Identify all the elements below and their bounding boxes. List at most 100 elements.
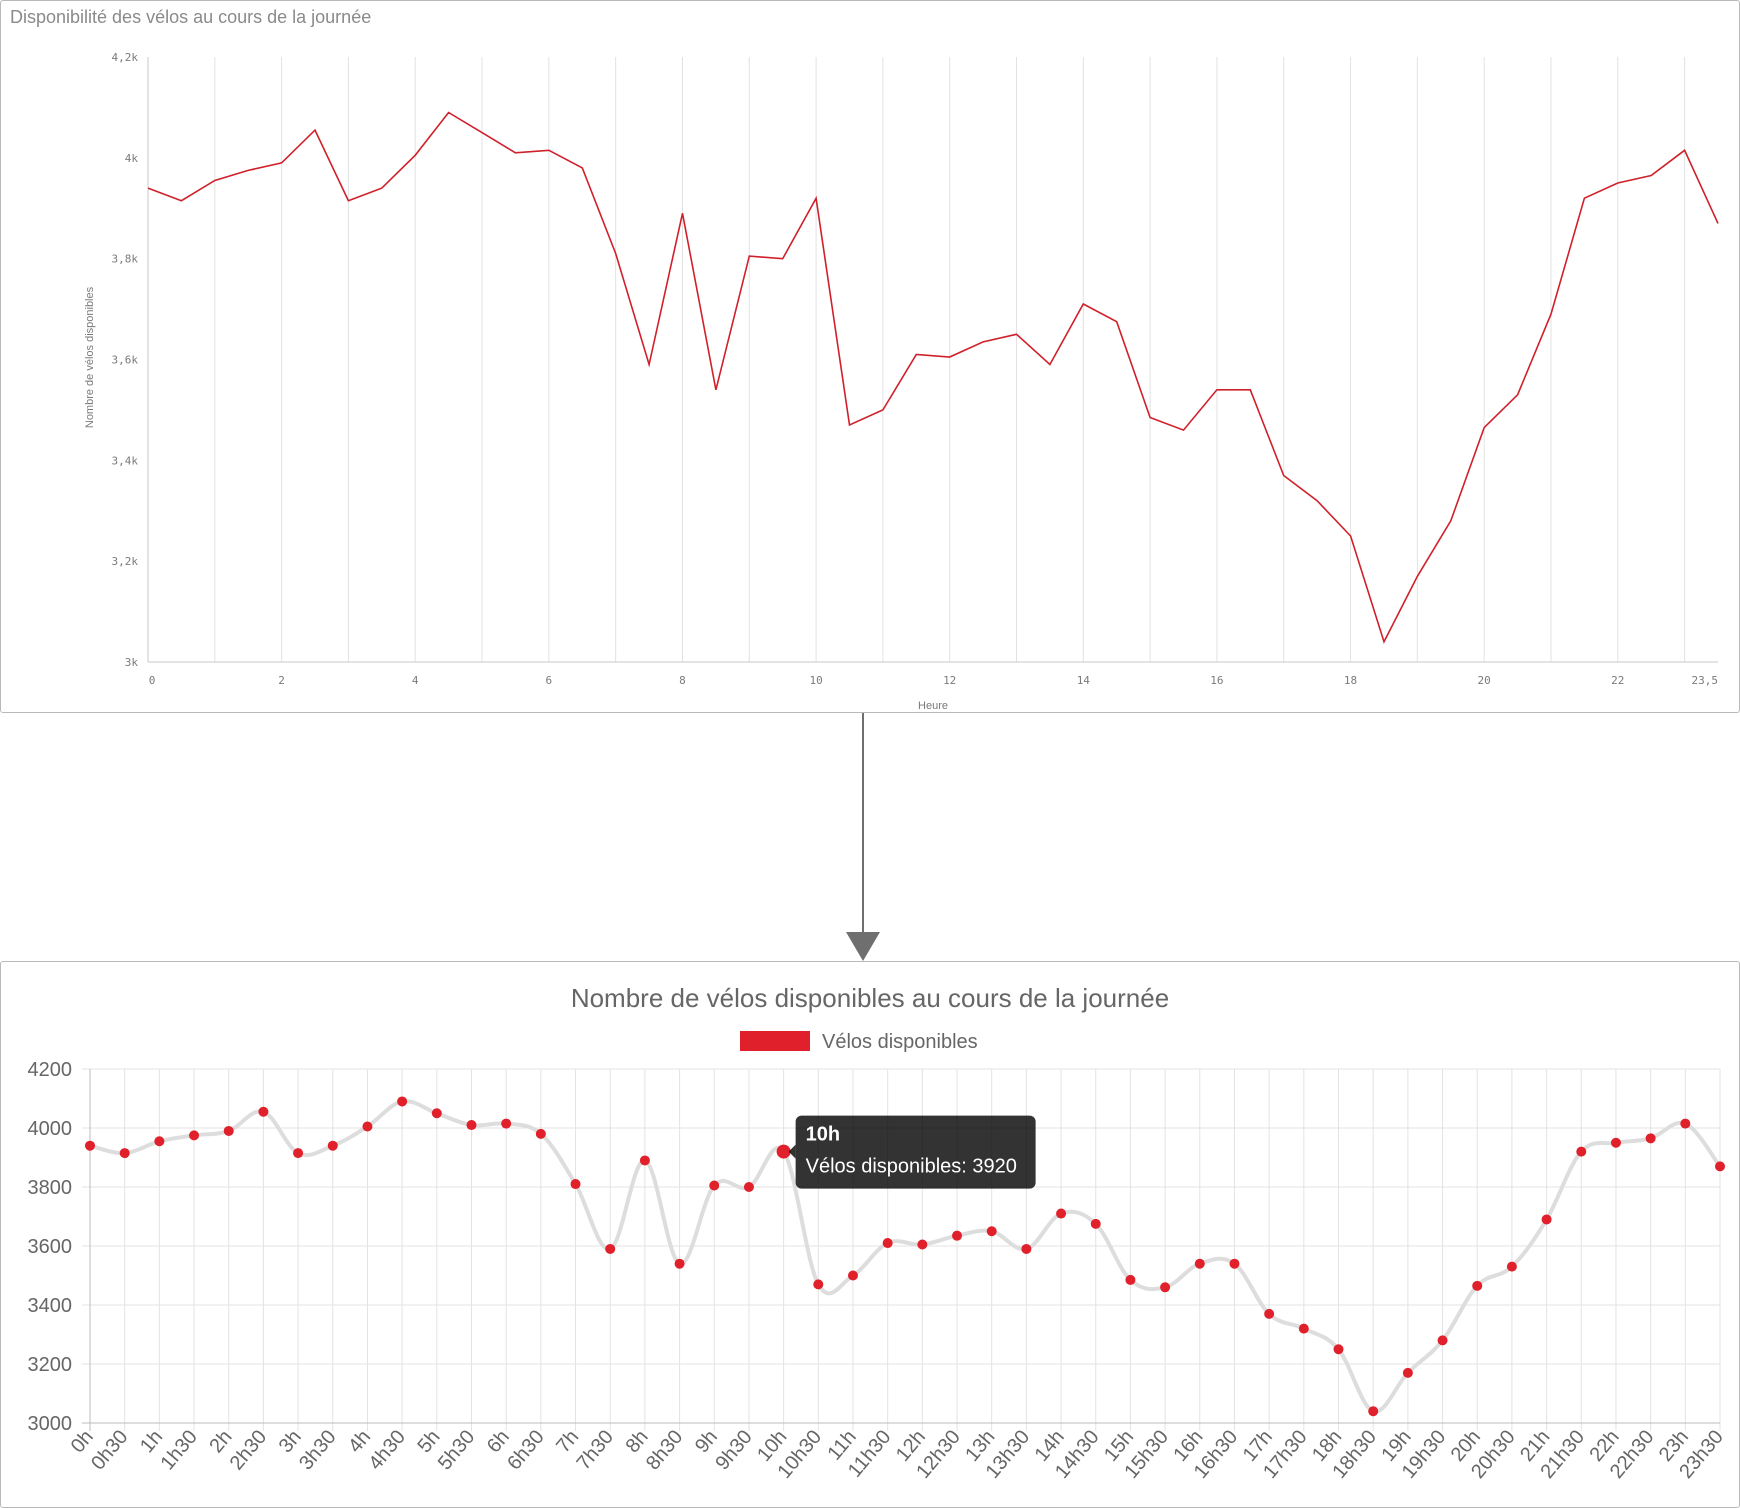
- bottom-data-point[interactable]: [605, 1243, 616, 1254]
- bottom-data-point[interactable]: [327, 1140, 338, 1151]
- top-y-tick-label: 4k: [125, 152, 139, 165]
- bottom-y-tick-label: 3600: [28, 1236, 73, 1258]
- bottom-data-point[interactable]: [1541, 1214, 1552, 1225]
- top-x-tick-label: 2: [278, 674, 285, 687]
- bottom-data-point[interactable]: [952, 1230, 963, 1241]
- top-x-tick-label: 6: [546, 674, 553, 687]
- bottom-y-tick-label: 3200: [28, 1354, 73, 1376]
- bottom-data-point[interactable]: [1645, 1133, 1656, 1144]
- bottom-data-point[interactable]: [1402, 1367, 1413, 1378]
- bottom-data-point[interactable]: [776, 1144, 791, 1159]
- top-x-tick-label: 12: [943, 674, 956, 687]
- bottom-y-tick-label: 3800: [28, 1177, 73, 1199]
- top-x-tick-label: 10: [809, 674, 822, 687]
- top-x-tick-label: 23,5: [1692, 674, 1719, 687]
- bottom-data-point[interactable]: [397, 1096, 408, 1107]
- bottom-data-point[interactable]: [1056, 1208, 1067, 1219]
- top-x-tick-label: 4: [412, 674, 419, 687]
- tooltip: 10h Vélos disponibles: 3920: [788, 1115, 1036, 1189]
- bottom-data-point[interactable]: [154, 1136, 165, 1147]
- top-series-line: [147, 111, 1719, 644]
- bottom-data-point[interactable]: [1264, 1308, 1275, 1319]
- bottom-data-point[interactable]: [1437, 1335, 1448, 1346]
- top-x-tick-label: 16: [1210, 674, 1223, 687]
- bottom-data-point[interactable]: [1368, 1406, 1379, 1417]
- tooltip-text: Vélos disponibles: 3920: [806, 1156, 1017, 1178]
- bottom-data-point[interactable]: [189, 1130, 200, 1141]
- bottom-data-point[interactable]: [743, 1182, 754, 1192]
- bottom-data-point[interactable]: [639, 1155, 650, 1166]
- top-x-axis-label: Heure: [918, 700, 948, 712]
- bottom-x-tick-label: 1h30: [156, 1426, 201, 1474]
- top-x-tick-label: 8: [679, 674, 686, 687]
- bottom-data-point[interactable]: [293, 1148, 304, 1159]
- bottom-data-point[interactable]: [1610, 1137, 1621, 1148]
- top-y-tick-label: 3,2k: [112, 555, 139, 568]
- bottom-data-point[interactable]: [813, 1279, 824, 1290]
- bottom-data-point[interactable]: [1472, 1280, 1483, 1291]
- bottom-data-point[interactable]: [431, 1108, 442, 1119]
- top-chart-title: Disponibilité des vélos au cours de la j…: [10, 7, 372, 27]
- bottom-data-point[interactable]: [882, 1238, 893, 1249]
- top-y-tick-label: 3,4k: [112, 454, 139, 467]
- top-y-tick-label: 3,8k: [112, 253, 139, 266]
- bottom-chart-title: Nombre de vélos disponibles au cours de …: [571, 983, 1169, 1013]
- top-x-tick-label: 0: [149, 674, 156, 687]
- bottom-data-point[interactable]: [709, 1180, 720, 1191]
- bottom-data-point[interactable]: [1715, 1161, 1725, 1172]
- bottom-x-tick-label: 5h30: [434, 1426, 479, 1474]
- bottom-y-tick-label: 4200: [28, 1059, 73, 1081]
- top-line-chart: 3k 3,2k 3,4k 3,6k 3,8k 4k 4,2k 0 2 4 6 8 10 12 14 16 18 2…: [84, 51, 1719, 712]
- top-y-tick-label: 3k: [125, 656, 139, 669]
- bottom-data-point[interactable]: [1506, 1261, 1517, 1272]
- bottom-data-point[interactable]: [570, 1179, 581, 1190]
- bottom-x-tick-label: 8h30: [642, 1426, 687, 1474]
- top-x-tick-label: 20: [1478, 674, 1491, 687]
- bottom-x-tick-label: 3h30: [295, 1426, 340, 1474]
- bottom-data-point[interactable]: [1160, 1282, 1171, 1293]
- bottom-data-point[interactable]: [258, 1106, 269, 1117]
- bottom-data-point[interactable]: [1576, 1146, 1587, 1157]
- legend-swatch: [740, 1031, 810, 1051]
- tooltip-box: [795, 1115, 1036, 1189]
- bottom-data-point[interactable]: [1333, 1344, 1344, 1355]
- bottom-x-tick-label: 0h30: [87, 1426, 132, 1474]
- top-chart-panel: Disponibilité des vélos au cours de la j…: [0, 0, 1740, 713]
- bottom-data-point[interactable]: [501, 1118, 512, 1129]
- bottom-data-point[interactable]: [1090, 1218, 1101, 1229]
- bottom-data-point[interactable]: [1229, 1258, 1240, 1269]
- tooltip-pointer: [788, 1144, 796, 1159]
- flow-arrow-head: [846, 932, 880, 961]
- bottom-y-tick-label: 3400: [28, 1295, 73, 1317]
- bottom-x-tick-label: 9h30: [711, 1426, 756, 1474]
- bottom-data-point[interactable]: [362, 1121, 373, 1132]
- bottom-chart-panel: Nombre de vélos disponibles au cours de …: [0, 961, 1740, 1508]
- bottom-data-point[interactable]: [223, 1125, 234, 1136]
- top-x-tick-label: 22: [1611, 674, 1624, 687]
- top-y-axis-label: Nombre de vélos disponibles: [84, 286, 96, 428]
- bottom-data-point[interactable]: [1021, 1243, 1032, 1254]
- bottom-data-point[interactable]: [1194, 1258, 1205, 1269]
- top-x-tick-label: 18: [1344, 674, 1357, 687]
- bottom-data-point[interactable]: [466, 1120, 477, 1131]
- bottom-data-point[interactable]: [1125, 1274, 1136, 1285]
- top-y-tick-label: 3,6k: [112, 354, 139, 367]
- bottom-data-point[interactable]: [917, 1239, 928, 1250]
- bottom-x-tick-label: 2h30: [226, 1426, 271, 1474]
- bottom-x-tick-label: 4h30: [365, 1426, 410, 1474]
- bottom-data-point[interactable]: [535, 1128, 546, 1139]
- bottom-data-point[interactable]: [1298, 1323, 1309, 1334]
- legend-label: Vélos disponibles: [822, 1031, 978, 1053]
- top-x-tick-label: 14: [1077, 674, 1091, 687]
- bottom-line-chart: Nombre de vélos disponibles au cours de …: [28, 983, 1728, 1483]
- bottom-data-point[interactable]: [847, 1270, 858, 1281]
- tooltip-title: 10h: [806, 1124, 840, 1146]
- bottom-y-tick-label: 4000: [28, 1118, 73, 1140]
- bottom-data-point[interactable]: [85, 1140, 95, 1151]
- bottom-data-point[interactable]: [119, 1148, 130, 1159]
- bottom-data-point[interactable]: [1680, 1118, 1691, 1129]
- bottom-data-point[interactable]: [674, 1258, 685, 1269]
- bottom-data-point[interactable]: [986, 1226, 997, 1237]
- bottom-y-tick-label: 3000: [28, 1413, 73, 1435]
- bottom-x-tick-label: 6h30: [503, 1426, 548, 1474]
